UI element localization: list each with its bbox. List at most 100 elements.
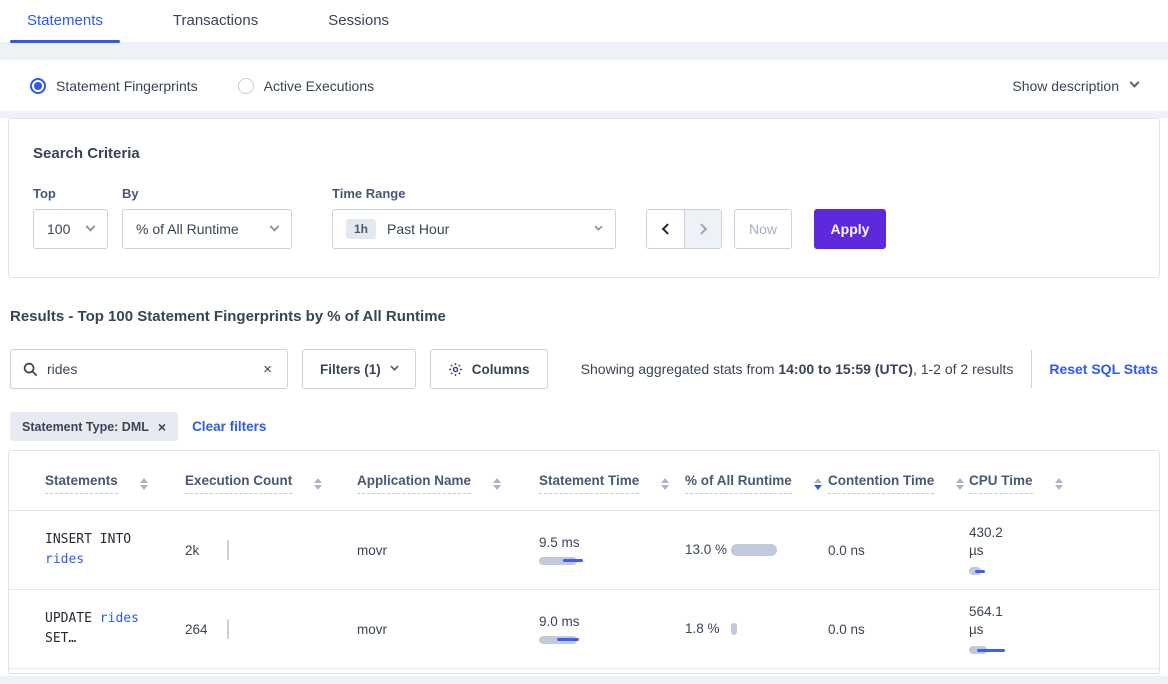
- application-name-cell: movr: [321, 589, 503, 669]
- statement-time-cell: 9.0 ms: [503, 589, 649, 669]
- sort-icon: [661, 477, 670, 490]
- sort-icon: [139, 477, 148, 490]
- runtime-pct-bar: [729, 622, 786, 636]
- tab-statements[interactable]: Statements: [10, 0, 120, 43]
- active-filters-row: Statement Type: DML × Clear filters: [10, 412, 1158, 441]
- radio-statement-fingerprints[interactable]: Statement Fingerprints: [30, 77, 198, 94]
- col-header-runtime-pct[interactable]: % of All Runtime: [649, 451, 822, 511]
- columns-button[interactable]: Columns: [429, 349, 548, 389]
- radio-selected-icon: [30, 77, 46, 94]
- chevron-down-icon: [269, 221, 280, 232]
- time-range-value: Past Hour: [387, 221, 450, 237]
- search-icon: [23, 362, 38, 377]
- contention-time-cell: 0.0 ns: [792, 589, 933, 669]
- col-header-cpu-time[interactable]: CPU Time: [933, 451, 1159, 511]
- contention-time-cell: 0.0 ns: [792, 510, 933, 590]
- apply-button[interactable]: Apply: [814, 209, 886, 249]
- sort-icon: [956, 477, 965, 490]
- time-prev-button[interactable]: [647, 210, 684, 248]
- cpu-time-bar: [969, 645, 1019, 655]
- section-divider: [0, 111, 1168, 118]
- col-header-statements[interactable]: Statements: [9, 451, 149, 511]
- application-name-cell: movr: [321, 510, 503, 590]
- tab-transactions[interactable]: Transactions: [172, 12, 259, 29]
- statement-link[interactable]: rides: [99, 611, 139, 626]
- sort-desc-icon: [813, 477, 822, 490]
- col-header-application-name[interactable]: Application Name: [321, 451, 503, 511]
- table-row: INSERT INTO rides 2k movr 9.5 ms 13.0 %: [9, 510, 1159, 590]
- filter-chip-statement-type: Statement Type: DML ×: [10, 412, 179, 441]
- top-label: Top: [33, 186, 56, 201]
- by-field: By % of All Runtime: [122, 186, 292, 249]
- section-divider: [0, 43, 1168, 60]
- sort-icon: [314, 477, 323, 490]
- statement-link[interactable]: rides: [45, 552, 85, 567]
- vertical-divider: [1031, 350, 1033, 388]
- chevron-down-icon: [594, 221, 603, 231]
- gear-icon: [448, 362, 463, 377]
- statement-search-box: ×: [10, 349, 288, 389]
- now-button[interactable]: Now: [734, 209, 792, 249]
- count-bar: [227, 540, 229, 560]
- results-heading: Results - Top 100 Statement Fingerprints…: [10, 308, 446, 325]
- radio-active-executions[interactable]: Active Executions: [237, 77, 375, 94]
- clear-search-icon[interactable]: ×: [263, 360, 272, 378]
- chevron-down-icon: [390, 361, 399, 371]
- top-field: Top 100: [33, 186, 108, 249]
- table-header-row: Statements Execution Count Application N…: [9, 451, 1159, 511]
- view-toggle-bar: Statement Fingerprints Active Executions…: [0, 60, 1168, 111]
- sort-icon: [1054, 477, 1063, 490]
- col-header-statement-time[interactable]: Statement Time: [503, 451, 670, 511]
- filters-button[interactable]: Filters (1): [302, 349, 416, 389]
- search-criteria-title: Search Criteria: [33, 145, 140, 162]
- show-description-label: Show description: [1012, 77, 1119, 94]
- statement-time-bar: [539, 556, 599, 566]
- reset-sql-stats-link[interactable]: Reset SQL Stats: [1049, 361, 1158, 377]
- filter-chip-label: Statement Type: DML: [22, 419, 149, 434]
- show-description-toggle[interactable]: Show description: [1012, 77, 1140, 94]
- aggregation-stats-text: Showing aggregated stats from 14:00 to 1…: [580, 361, 1014, 377]
- clear-filters-link[interactable]: Clear filters: [192, 419, 267, 434]
- statement-cell: UPDATE rides SET…: [9, 589, 149, 669]
- cpu-time-cell: 430.2 µs: [933, 510, 1159, 590]
- time-nav-group: [646, 209, 722, 249]
- search-criteria-panel: Search Criteria Top 100 By % of All Runt…: [8, 118, 1160, 278]
- radio-label: Active Executions: [263, 77, 375, 94]
- sql-activity-tabbar: Statements Transactions Sessions: [0, 0, 1168, 43]
- top-select-value: 100: [47, 221, 71, 237]
- time-range-label: Time Range: [332, 186, 406, 201]
- chevron-down-icon: [85, 221, 96, 232]
- chevron-right-icon: [695, 223, 708, 235]
- by-select[interactable]: % of All Runtime: [122, 209, 292, 249]
- sort-icon: [493, 477, 502, 490]
- table-row: UPDATE rides SET… 264 movr 9.0 ms 1.8 %: [9, 589, 1159, 669]
- runtime-pct-bar: [729, 543, 786, 557]
- bottom-scroll-strip[interactable]: [0, 676, 1168, 684]
- runtime-pct-cell: 1.8 %: [649, 589, 792, 669]
- time-range-badge: 1h: [346, 219, 377, 239]
- count-bar: [227, 619, 229, 639]
- by-label: By: [122, 186, 139, 201]
- cpu-time-bar: [969, 566, 1019, 576]
- time-range-select[interactable]: 1h Past Hour: [332, 209, 616, 249]
- col-header-execution-count[interactable]: Execution Count: [149, 451, 323, 511]
- statements-table: Statements Execution Count Application N…: [9, 451, 1159, 669]
- by-select-value: % of All Runtime: [136, 221, 239, 237]
- columns-label: Columns: [471, 361, 530, 377]
- results-controls: × Filters (1) Columns Showing aggregated…: [10, 349, 1158, 389]
- execution-count-cell: 2k: [149, 510, 321, 590]
- tab-sessions[interactable]: Sessions: [328, 12, 390, 29]
- remove-filter-icon[interactable]: ×: [157, 418, 167, 435]
- cpu-time-cell: 564.1 µs: [933, 589, 1159, 669]
- runtime-pct-cell: 13.0 %: [649, 510, 792, 590]
- filters-label: Filters (1): [320, 361, 381, 377]
- statement-cell: INSERT INTO rides: [9, 510, 149, 590]
- radio-label: Statement Fingerprints: [56, 77, 198, 94]
- statement-time-cell: 9.5 ms: [503, 510, 649, 590]
- time-range-field: Time Range 1h Past Hour: [332, 186, 616, 249]
- search-input[interactable]: [47, 361, 261, 377]
- time-next-button[interactable]: [684, 210, 721, 248]
- radio-unselected-icon: [237, 77, 254, 94]
- top-select[interactable]: 100: [33, 209, 108, 249]
- chevron-left-icon: [661, 223, 673, 235]
